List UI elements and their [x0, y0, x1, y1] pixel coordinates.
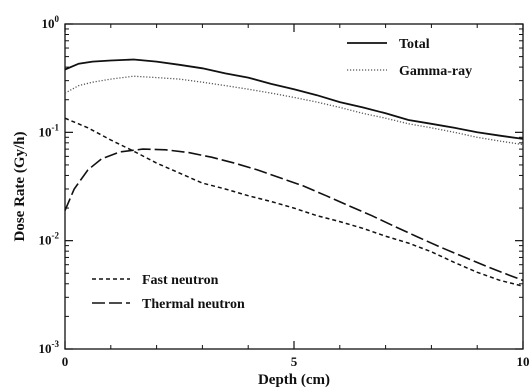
series-line-total — [64, 58, 524, 140]
y-tick-label: 100 — [42, 14, 60, 31]
series-line-gamma-ray — [64, 75, 524, 146]
legend-label-gamma-ray: Gamma-ray — [399, 64, 472, 79]
legend: Total Gamma-ray Fast neutron Thermal neutro… — [92, 37, 472, 312]
x-tick-label: 5 — [291, 354, 298, 369]
y-tick-label: 10-3 — [39, 339, 60, 356]
legend-label-thermal-neutron: Thermal neutron — [142, 297, 245, 312]
axes: 0 5 10 10-3 10-2 10-1 100 — [39, 14, 530, 369]
x-tick-label: 0 — [62, 354, 69, 369]
y-tick-label: 10-1 — [39, 122, 60, 139]
x-tick-label: 10 — [517, 354, 530, 369]
x-axis-label: Depth (cm) — [258, 372, 330, 388]
legend-bottom-left: Fast neutron Thermal neutron — [92, 273, 245, 312]
series-lines — [64, 58, 524, 287]
y-axis-label: Dose Rate (Gy/h) — [12, 132, 28, 242]
series-line-fast-neutron — [64, 117, 524, 287]
series-line-thermal-neutron — [64, 148, 524, 282]
legend-label-total: Total — [399, 37, 430, 52]
legend-label-fast-neutron: Fast neutron — [142, 273, 219, 288]
legend-top-right: Total Gamma-ray — [347, 37, 472, 79]
y-tick-label: 10-2 — [39, 231, 60, 248]
